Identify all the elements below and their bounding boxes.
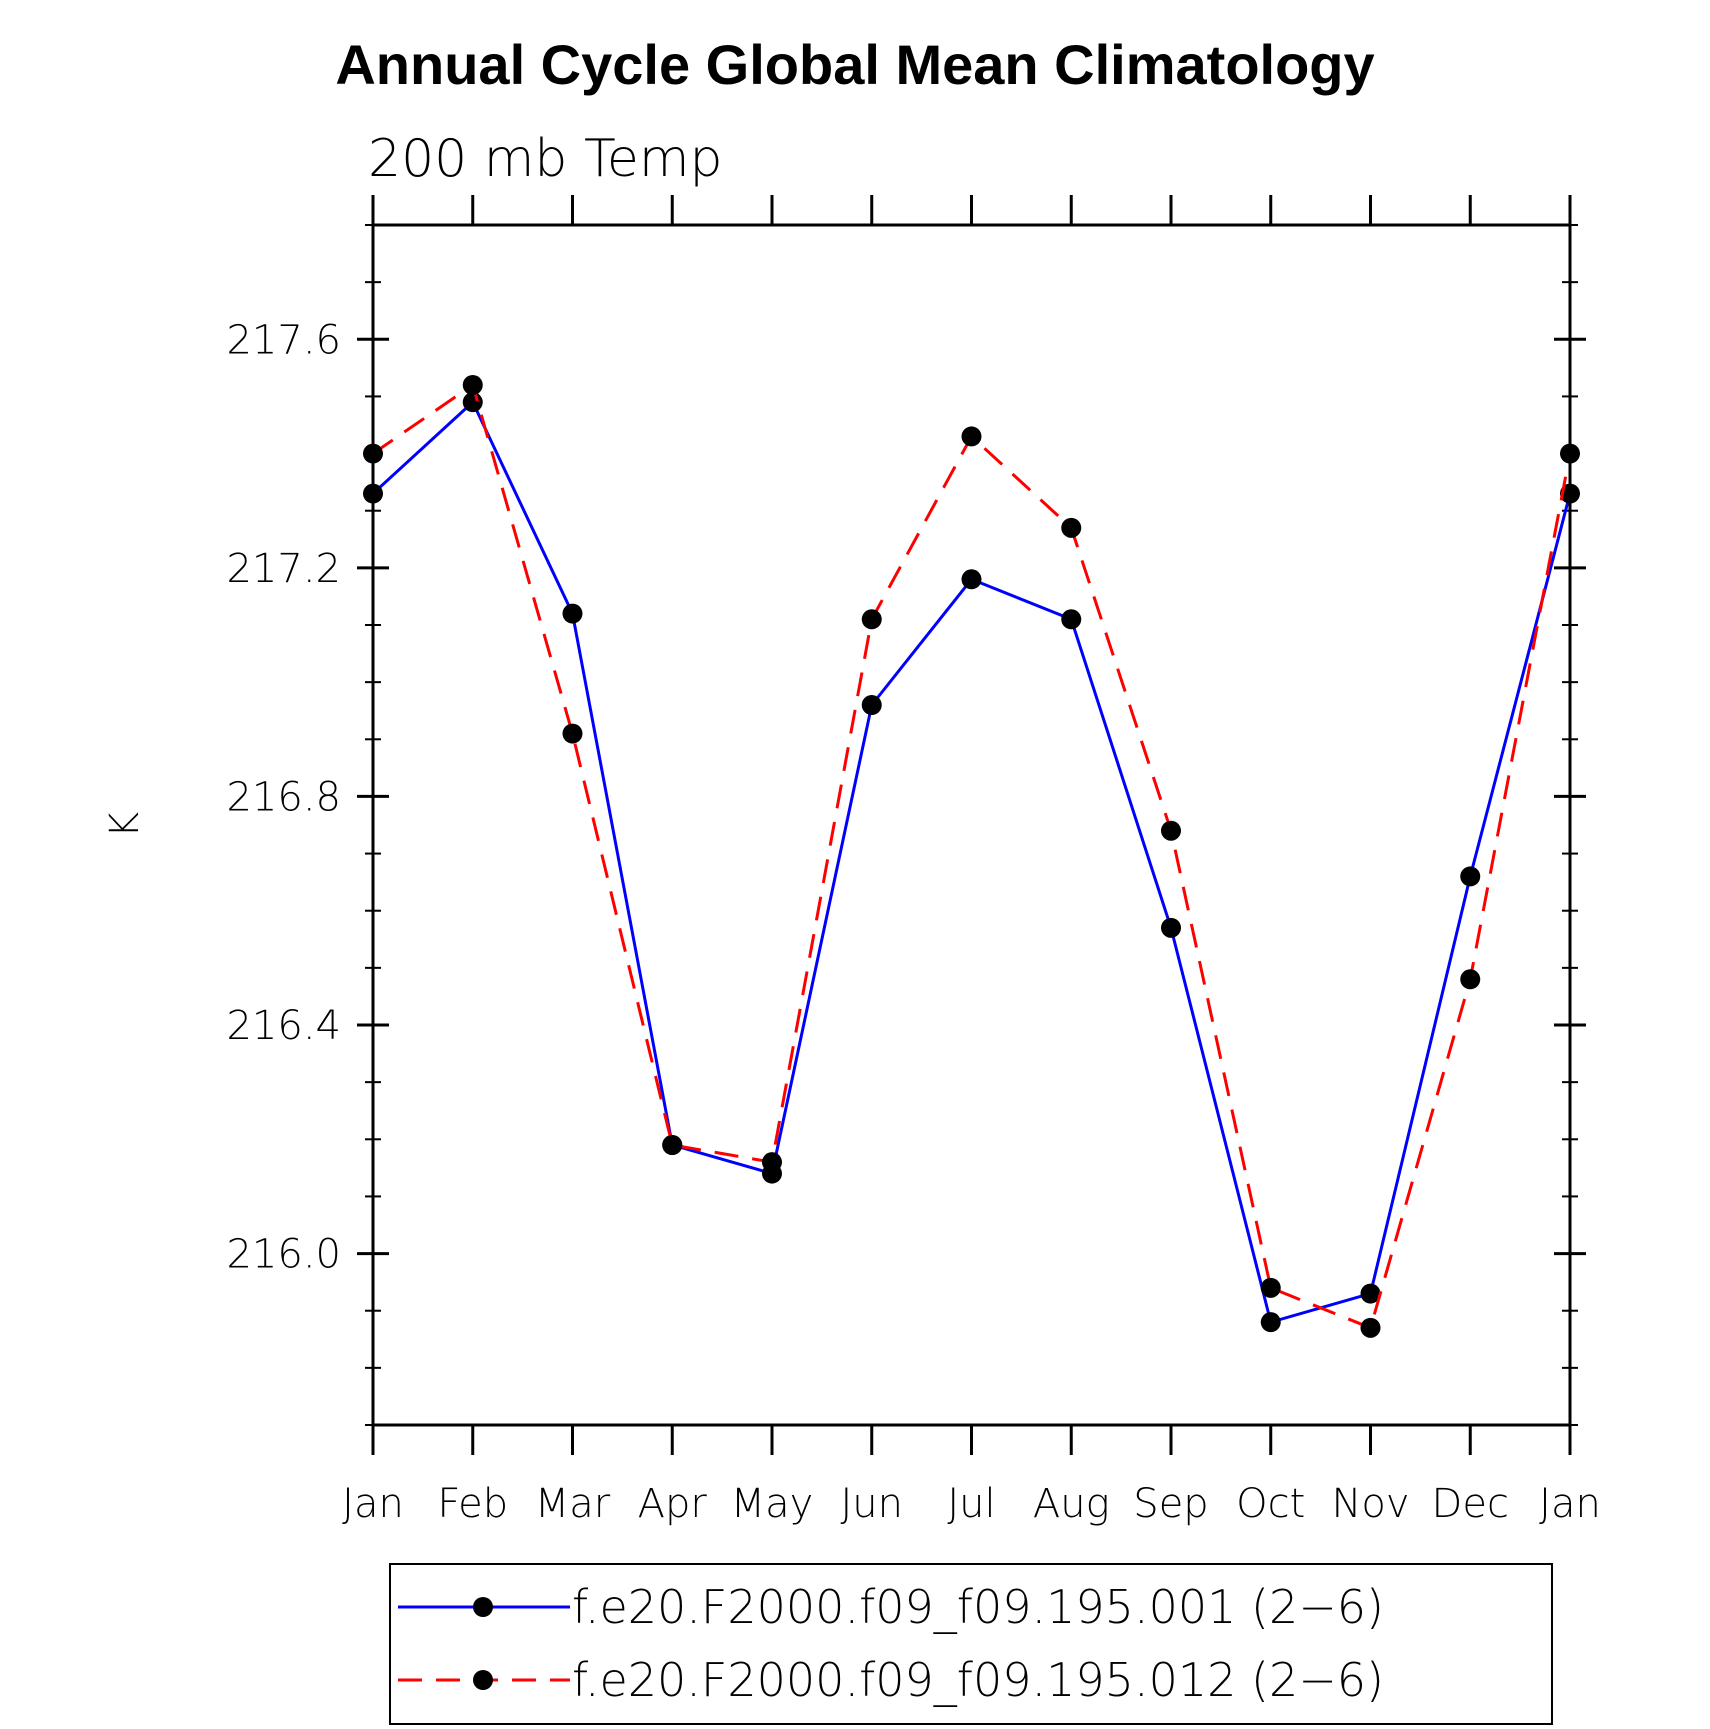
legend-marker-series-2	[473, 1670, 493, 1690]
axis-tick-labels: Jan Feb Mar Apr May Jun Jul Aug Sep Oct Nov Dec Jan 2…	[226, 317, 1600, 1527]
series-1-point	[1061, 609, 1082, 630]
series-2-point	[1460, 969, 1481, 990]
series-1-point	[1460, 866, 1481, 887]
series-1-point	[861, 695, 882, 715]
x-tick-label: Dec	[1432, 1481, 1509, 1527]
series-2-point	[1061, 517, 1082, 538]
series-layer	[363, 375, 1580, 1338]
x-tick-label: Nov	[1331, 1481, 1409, 1527]
y-tick-label: 217.2	[226, 546, 341, 592]
y-tick-label: 217.6	[226, 317, 341, 363]
plot-frame	[371, 223, 1572, 1427]
series-2-point	[861, 609, 882, 630]
series-2-point	[1260, 1277, 1281, 1298]
series-1-point	[462, 392, 483, 413]
series-2-point	[1360, 1317, 1381, 1338]
series-2-point	[462, 375, 483, 395]
x-tick-label: Apr	[638, 1481, 708, 1527]
chart-title: Annual Cycle Global Mean Climatology	[335, 33, 1374, 96]
legend: f.e20.F2000.f09_f09.195.001 (2−6) f.e20.…	[389, 1563, 1553, 1725]
x-tick-label: Jul	[947, 1481, 995, 1527]
series-2-point	[562, 723, 583, 744]
x-tick-label: Oct	[1236, 1481, 1305, 1527]
legend-label-series-2: f.e20.F2000.f09_f09.195.012 (2−6)	[572, 1653, 1384, 1707]
y-tick-label: 216.8	[226, 774, 341, 820]
x-tick-label: Jan	[1539, 1481, 1601, 1527]
series-1-point	[1161, 917, 1181, 938]
x-tick-label: Aug	[1033, 1481, 1110, 1527]
series-1-point	[1360, 1283, 1381, 1304]
series-line-1	[371, 399, 1572, 1325]
series-1-point	[961, 569, 982, 590]
series-line-2	[372, 382, 1572, 1330]
x-tick-label: Jan	[342, 1481, 404, 1527]
series-2-point	[961, 426, 982, 447]
series-2-point	[1161, 820, 1181, 841]
series-2-point	[762, 1152, 782, 1173]
legend-box	[389, 1563, 1553, 1725]
axis-ticks	[357, 195, 1586, 1455]
x-tick-label: Sep	[1133, 1481, 1208, 1527]
series-2-point	[662, 1135, 683, 1155]
y-tick-label: 216.4	[226, 1003, 341, 1049]
y-axis-label: K	[102, 812, 148, 838]
chart-subtitle: 200 mb Temp	[368, 129, 723, 189]
x-tick-label: Feb	[437, 1481, 508, 1527]
y-tick-label: 216.0	[226, 1232, 341, 1278]
x-tick-label: May	[731, 1481, 814, 1527]
series-1-point	[562, 603, 583, 624]
legend-label-series-1: f.e20.F2000.f09_f09.195.001 (2−6)	[572, 1580, 1384, 1634]
x-tick-label: Jun	[841, 1481, 904, 1527]
x-tick-label: Mar	[535, 1481, 611, 1527]
series-1-point	[1260, 1312, 1281, 1333]
legend-marker-series-1	[473, 1597, 493, 1617]
